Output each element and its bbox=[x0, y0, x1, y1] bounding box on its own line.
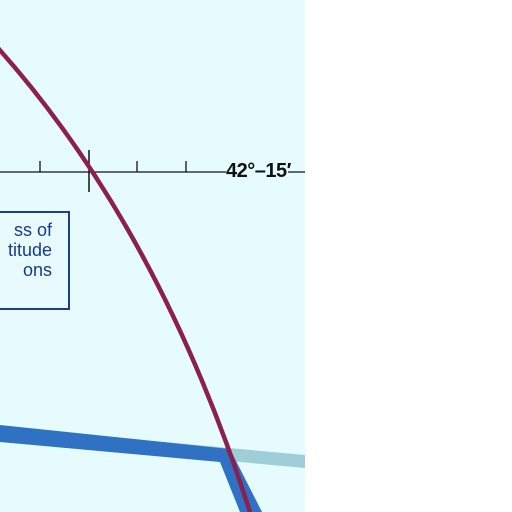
blank-area bbox=[305, 0, 512, 512]
blue-band bbox=[0, 425, 262, 512]
note-line: titude bbox=[7, 240, 52, 260]
map-note-box: ss of titude ons bbox=[0, 211, 70, 310]
note-line: ons bbox=[22, 260, 52, 280]
latitude-label: 42°–15′ bbox=[226, 160, 291, 182]
note-line: ss of bbox=[13, 220, 52, 240]
boundary-line bbox=[0, 46, 253, 512]
chart-tile: ss of titude ons 42°–15′ bbox=[0, 0, 305, 512]
